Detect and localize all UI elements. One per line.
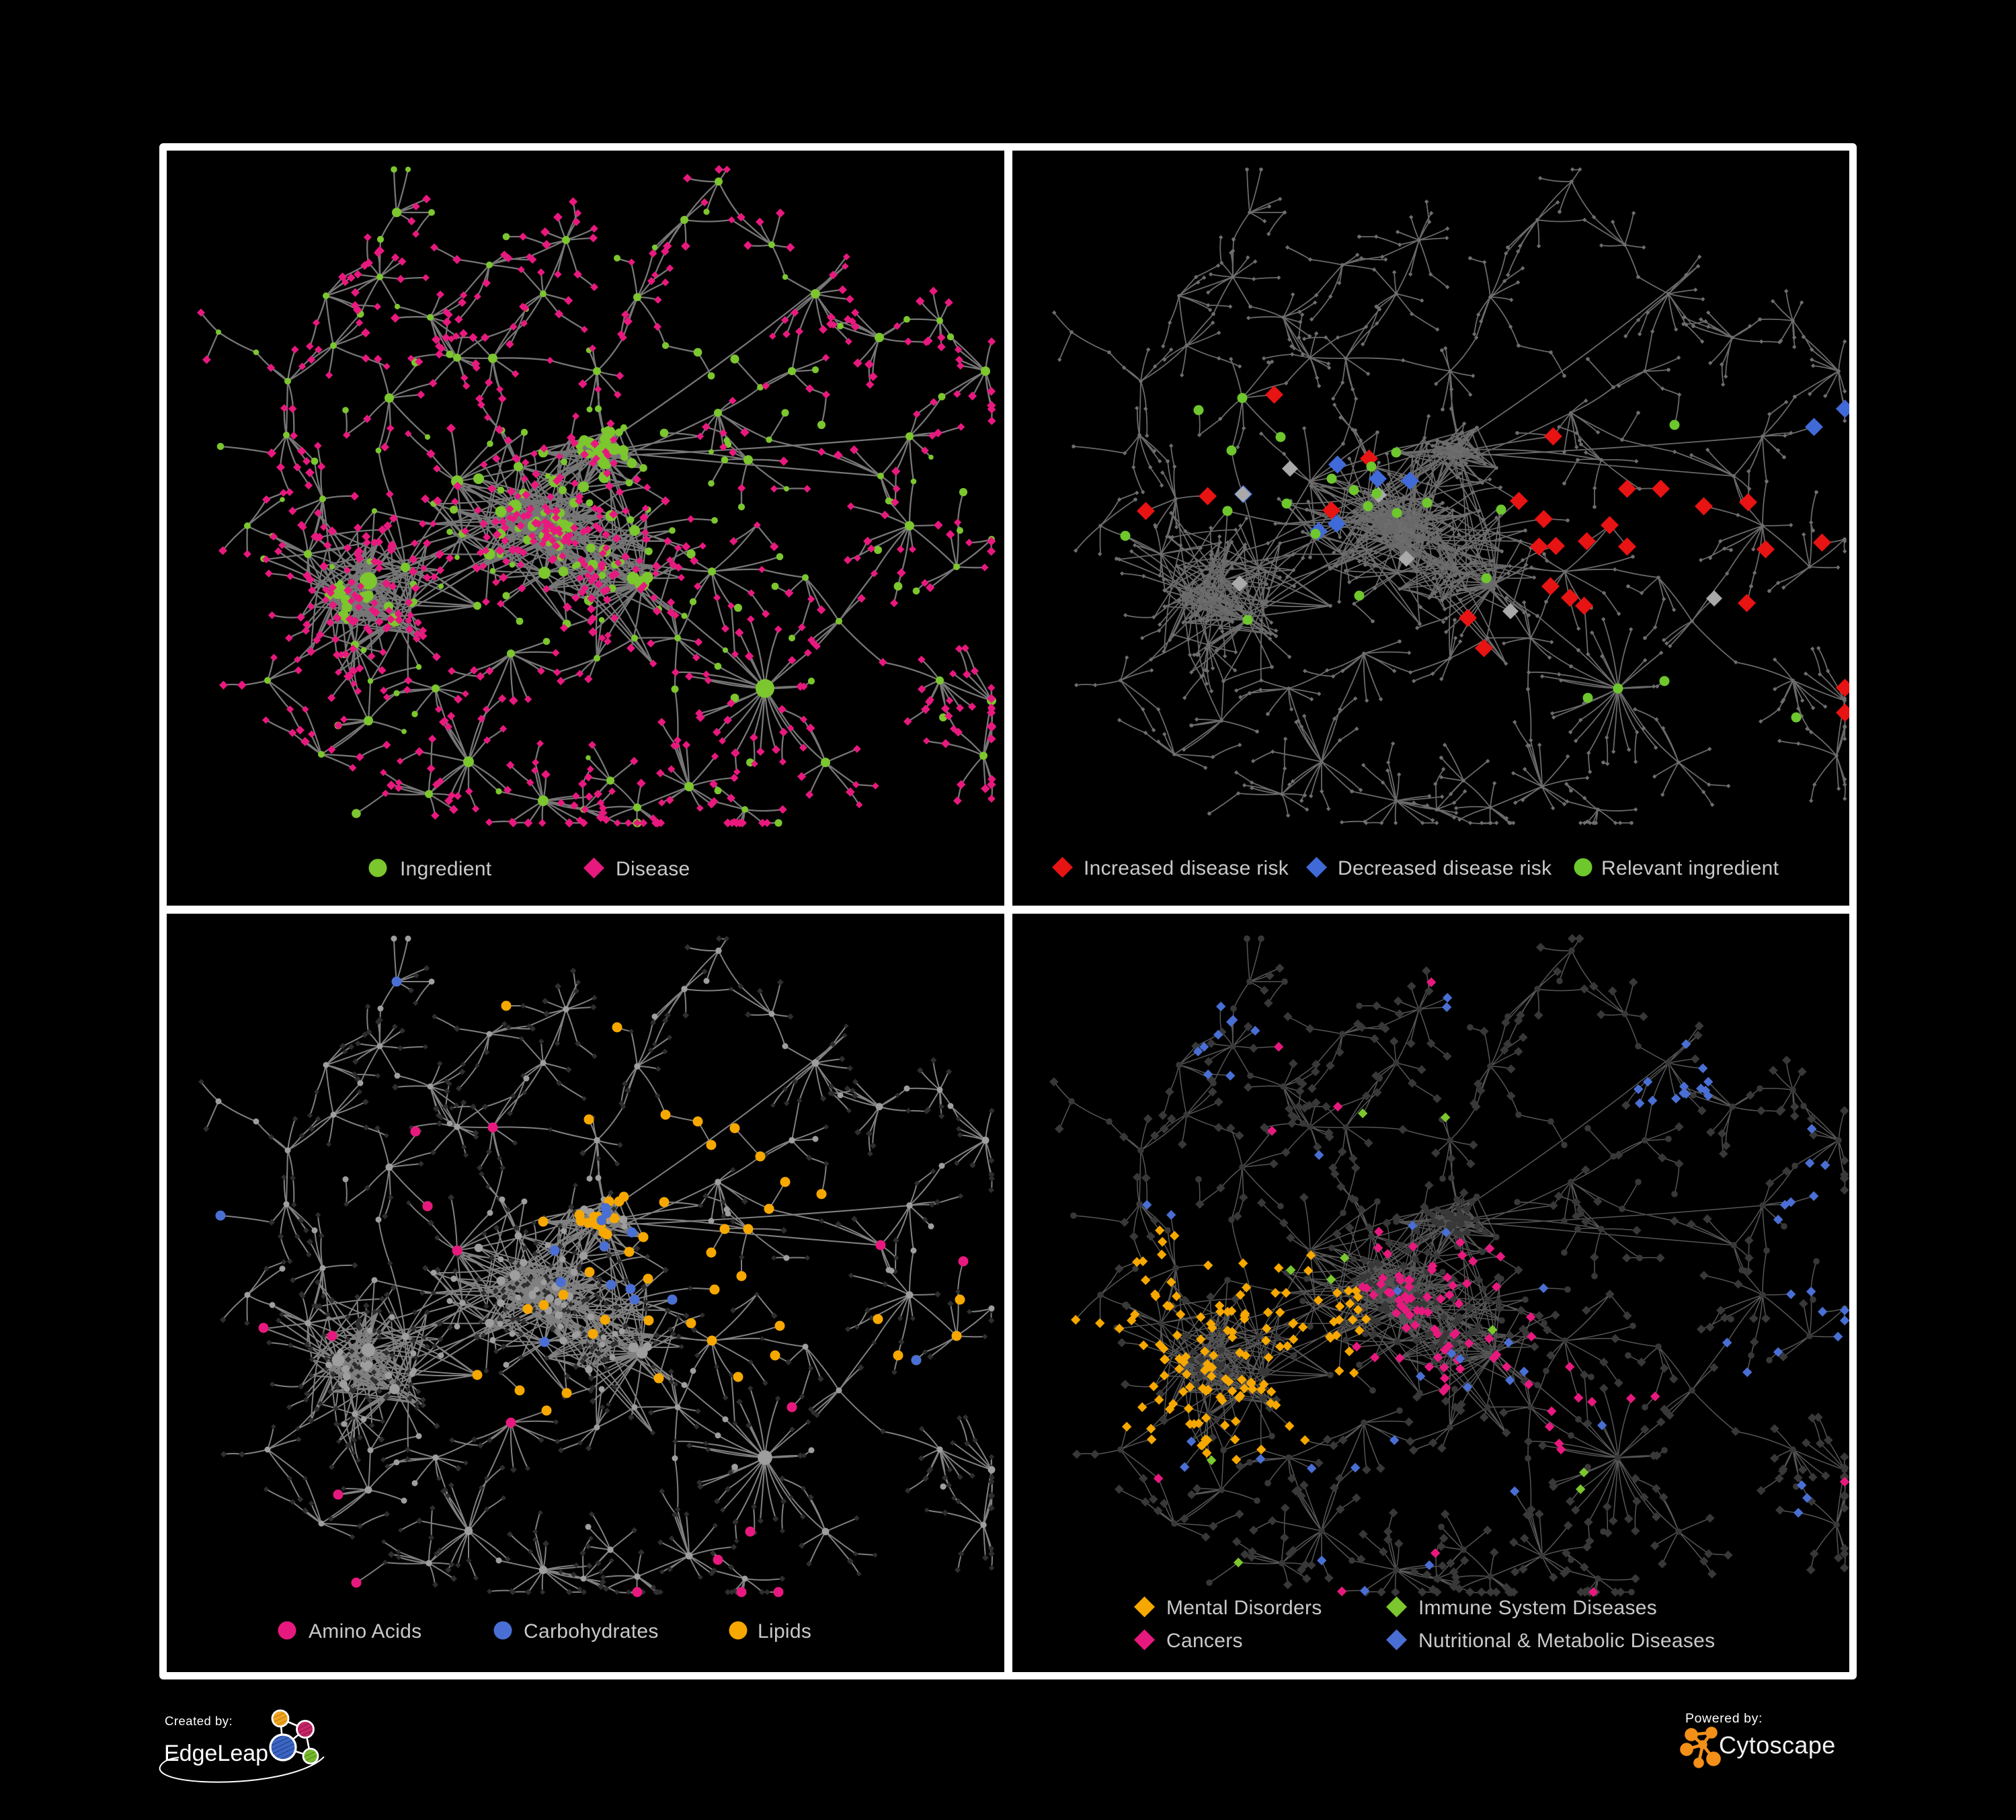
svg-text:Powered by:: Powered by: bbox=[1685, 1711, 1763, 1726]
svg-text:Lipids: Lipids bbox=[758, 1620, 811, 1643]
svg-text:EdgeLeap: EdgeLeap bbox=[164, 1741, 268, 1766]
svg-text:Cytoscape: Cytoscape bbox=[1719, 1731, 1836, 1759]
svg-text:Created by:: Created by: bbox=[165, 1714, 233, 1728]
svg-text:Cancers: Cancers bbox=[1166, 1630, 1243, 1652]
svg-text:Carbohydrates: Carbohydrates bbox=[524, 1620, 659, 1643]
svg-text:Decreased disease risk: Decreased disease risk bbox=[1338, 857, 1552, 879]
svg-text:Disease: Disease bbox=[616, 858, 690, 880]
svg-text:Increased disease risk: Increased disease risk bbox=[1084, 857, 1289, 879]
svg-text:Nutritional & Metabolic Diseas: Nutritional & Metabolic Diseases bbox=[1418, 1630, 1715, 1652]
svg-text:Immune System Diseases: Immune System Diseases bbox=[1418, 1597, 1657, 1619]
svg-text:Ingredient: Ingredient bbox=[400, 858, 492, 880]
svg-text:Amino Acids: Amino Acids bbox=[309, 1620, 421, 1643]
svg-text:Relevant ingredient: Relevant ingredient bbox=[1601, 857, 1779, 879]
svg-text:Mental Disorders: Mental Disorders bbox=[1166, 1597, 1322, 1619]
